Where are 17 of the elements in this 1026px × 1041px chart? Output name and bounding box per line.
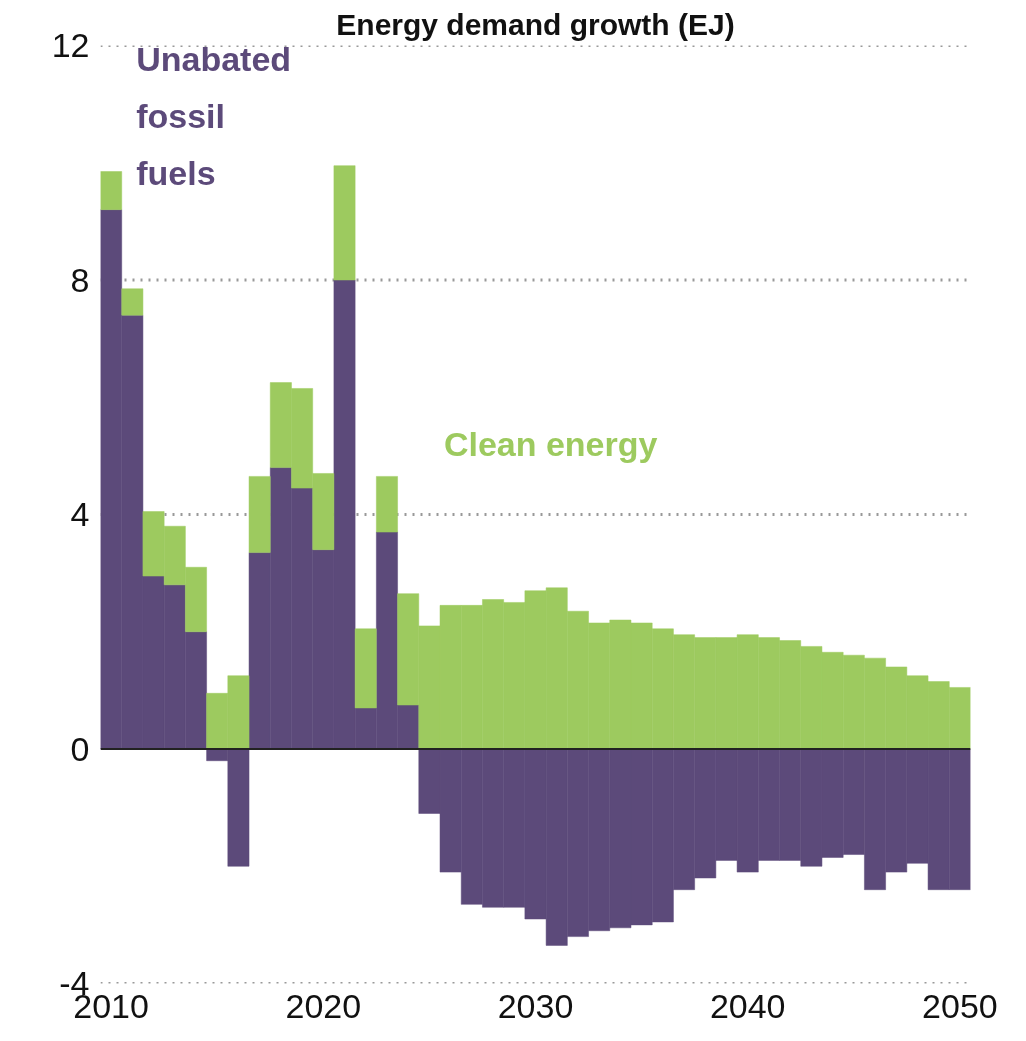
x-tick-label: 2030 <box>497 986 574 1025</box>
bar <box>333 165 356 281</box>
bar <box>376 476 398 533</box>
chart-title: Energy demand growth (EJ) <box>336 7 735 41</box>
bar <box>100 171 122 210</box>
y-tick-label: 4 <box>70 495 90 533</box>
y-tick-label: 12 <box>51 26 90 64</box>
bar <box>354 628 377 709</box>
series-label: Unabated fossil fuels <box>136 39 292 192</box>
x-tick-label: 2050 <box>922 986 998 1025</box>
y-tick-label: 8 <box>70 260 90 299</box>
bar <box>121 288 144 316</box>
series-label: Clean energy <box>443 425 658 464</box>
x-tick-label: 2040 <box>709 986 786 1025</box>
bar <box>248 476 271 553</box>
x-tick-label: 2020 <box>285 986 362 1025</box>
y-tick-label: 0 <box>70 729 90 768</box>
